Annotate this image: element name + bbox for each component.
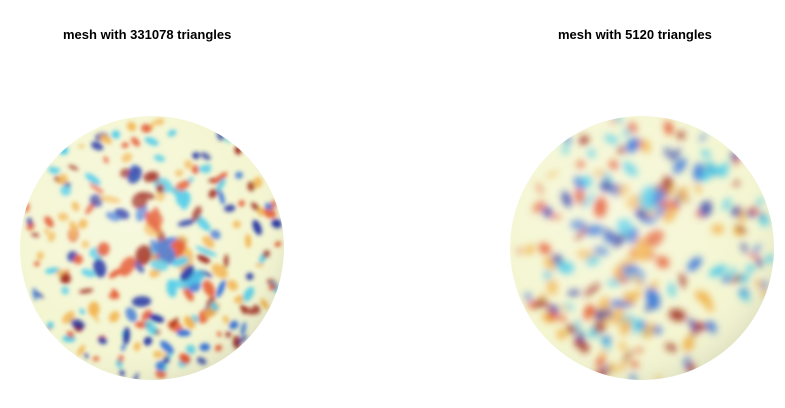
sphere-plot-high-res	[20, 116, 284, 380]
sphere-shading	[20, 116, 284, 380]
sphere-panel-left: mesh with 331078 triangles	[0, 0, 392, 408]
sphere-plot-low-res	[510, 116, 774, 380]
sphere-shading	[510, 116, 774, 380]
sphere-panel-right: mesh with 5120 triangles	[392, 0, 785, 408]
panel-title: mesh with 331078 triangles	[63, 27, 232, 42]
panel-title: mesh with 5120 triangles	[558, 27, 712, 42]
